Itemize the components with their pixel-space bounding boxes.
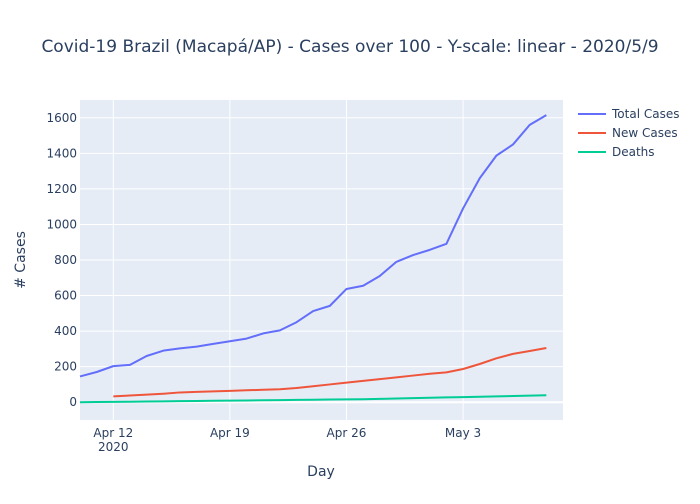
y-tick-label: 600 bbox=[54, 289, 77, 303]
y-tick-label: 1000 bbox=[46, 217, 77, 231]
x-axis-label: Day bbox=[307, 464, 335, 480]
series-line-deaths bbox=[79, 394, 547, 404]
y-tick-label: 0 bbox=[69, 395, 77, 409]
legend-label-total-cases: Total Cases bbox=[611, 107, 679, 121]
x-tick-label: Apr 26 bbox=[327, 426, 367, 440]
series-line-total-cases bbox=[79, 114, 547, 378]
y-tick-label: 400 bbox=[54, 324, 77, 338]
y-tick-label: 1400 bbox=[46, 146, 77, 160]
chart-title: Covid-19 Brazil (Macapá/AP) - Cases over… bbox=[41, 37, 658, 57]
series-line-new-cases bbox=[113, 347, 547, 398]
y-tick-label: 1200 bbox=[46, 182, 77, 196]
legend: Total Cases New Cases Deaths bbox=[578, 107, 679, 159]
series-lines bbox=[79, 114, 547, 404]
y-axis-ticks: 0 200 400 600 800 1000 1200 1400 1600 bbox=[46, 111, 77, 409]
y-tick-label: 200 bbox=[54, 360, 77, 374]
x-tick-label: Apr 19 bbox=[210, 426, 250, 440]
y-tick-label: 1600 bbox=[46, 111, 77, 125]
y-tick-label: 800 bbox=[54, 253, 77, 267]
x-tick-sublabel: 2020 bbox=[98, 440, 129, 454]
y-axis-label: # Cases bbox=[13, 231, 29, 289]
legend-label-new-cases: New Cases bbox=[612, 126, 678, 140]
legend-label-deaths: Deaths bbox=[612, 145, 655, 159]
x-tick-label: May 3 bbox=[445, 426, 481, 440]
x-tick-label: Apr 12 bbox=[93, 426, 133, 440]
